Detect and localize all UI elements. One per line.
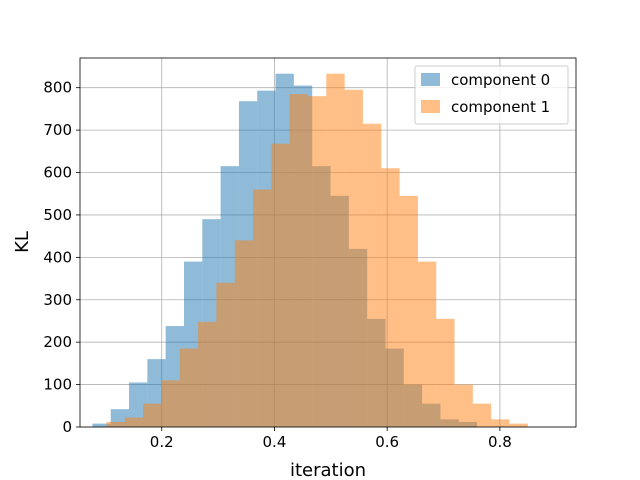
histogram-bar-component-1 [124,417,144,427]
histogram-bar-component-1 [106,421,125,427]
legend-box [414,65,569,125]
histogram-bar-component-1 [289,94,308,427]
y-tick-label: 300 [43,291,72,309]
histogram-bar-component-1 [472,403,492,427]
bars [92,73,528,428]
histogram-bar-component-1 [253,189,272,427]
histogram-bar-component-1 [362,123,382,427]
histogram-bar-component-1 [436,318,455,427]
x-tick-label: 0.2 [150,433,174,451]
y-tick-label: 100 [43,376,72,394]
histogram-bar-component-0 [92,423,111,427]
histogram-bar-component-1 [143,403,162,427]
legend-swatch-component-0 [421,73,440,86]
y-tick-label: 700 [43,121,72,139]
legend-swatch-component-1 [421,100,440,113]
legend-label-component-1: component 1 [451,98,550,116]
histogram-bar-component-1 [344,89,363,427]
x-tick-label: 0.4 [263,433,287,451]
legend: component 0 component 1 [414,65,569,125]
x-tick-label: 0.8 [488,433,512,451]
histogram-bar-component-1 [491,419,510,427]
plot-frame [79,57,577,428]
histogram-bar-component-1 [454,384,473,427]
y-axis-label: KL [12,231,33,253]
x-tick-label: 0.6 [375,433,399,451]
y-tick-label: 800 [43,79,72,97]
histogram-bar-component-1 [216,282,235,427]
y-tick-label: 200 [43,333,72,351]
histogram-bar-component-1 [161,380,180,427]
histogram-bar-component-1 [271,143,290,428]
histogram-bar-component-1 [417,261,437,427]
y-tick-label: 600 [43,164,72,182]
histogram-bar-component-1 [179,348,199,427]
axis-ticks: 0.2 0.4 0.6 0.8 0 100 200 300 400 500 600 700 800 [43,79,511,451]
x-axis-label: iteration [290,460,366,480]
histogram-bar-component-1 [326,73,345,427]
histogram-bar-component-0 [129,382,148,427]
histogram-bar-component-1 [509,423,528,427]
histogram-bar-component-1 [198,321,217,427]
y-tick-label: 400 [43,248,72,266]
y-tick-label: 0 [62,418,72,436]
histogram-bar-component-1 [399,195,418,427]
y-tick-label: 500 [43,206,72,224]
legend-label-component-0: component 0 [451,71,550,89]
histogram-bar-component-1 [381,168,400,427]
histogram-bar-component-1 [307,96,327,427]
histogram-bar-component-1 [234,240,254,427]
